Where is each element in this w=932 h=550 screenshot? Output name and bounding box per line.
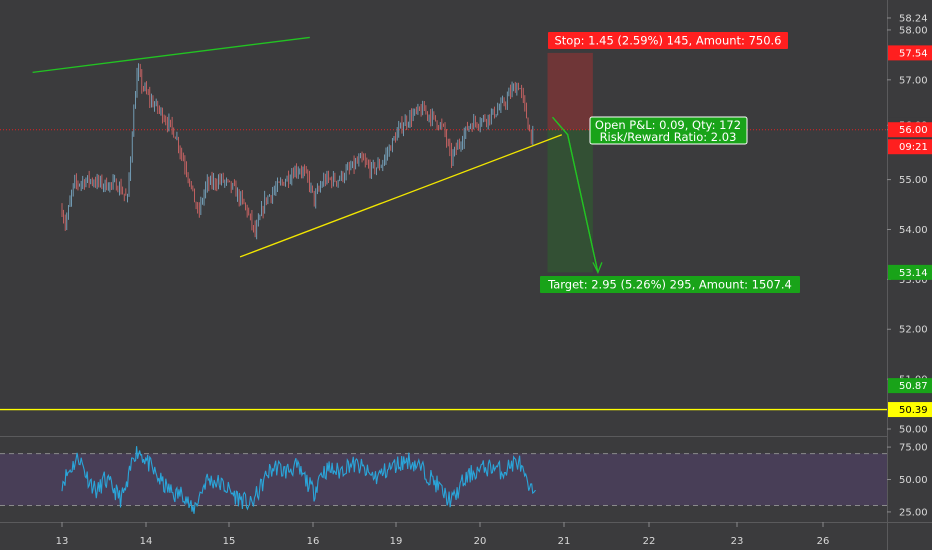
stop-annotation-box[interactable]: [548, 32, 788, 49]
price-badge: [888, 264, 932, 280]
rsi-indicator: [0, 446, 887, 514]
yellow-trendline[interactable]: [239, 134, 563, 258]
y-tick-label: 58.00: [899, 25, 928, 36]
candlestick-series: [61, 63, 534, 240]
open-pl-label: Open P&L: 0.09, Qty: 172: [595, 118, 741, 132]
y-tick-label: 50.00: [899, 425, 928, 436]
x-tick-label: 20: [474, 536, 487, 547]
y-tick-label: 58.24: [899, 13, 928, 24]
target-annotation-box[interactable]: [540, 276, 800, 293]
target-arrow-overlay: [552, 116, 599, 273]
x-tick-label: 19: [390, 536, 403, 547]
price-badge: [888, 139, 932, 155]
price-badge-label: 50.87: [899, 381, 928, 392]
price-badge: [888, 402, 932, 418]
target-zone[interactable]: [547, 129, 593, 273]
stop-zone[interactable]: [547, 52, 593, 130]
price-badge-label: 09:21: [899, 142, 928, 153]
x-tick-label: 14: [140, 536, 153, 547]
y-tick-label: 52.00: [899, 325, 928, 336]
x-tick-label: 16: [307, 536, 320, 547]
price-badge: [888, 45, 932, 61]
x-tick-label: 26: [817, 536, 830, 547]
rsi-tick-label: 50.00: [899, 475, 928, 486]
risk-reward-label: Risk/Reward Ratio: 2.03: [600, 130, 737, 144]
price-badge-label: 56.00: [899, 125, 928, 136]
price-badge-label: 50.39: [899, 405, 928, 416]
x-tick-label: 22: [643, 536, 656, 547]
rsi-tick-label: 25.00: [899, 507, 928, 518]
price-badge-label: 53.14: [899, 268, 928, 279]
y-tick-label: 57.00: [899, 75, 928, 86]
price-badge-label: 57.54: [899, 48, 928, 59]
green-trendline[interactable]: [32, 36, 310, 73]
x-tick-label: 23: [731, 536, 744, 547]
rsi-line: [61, 446, 536, 514]
x-tick-label: 21: [558, 536, 571, 547]
x-tick-label: 13: [56, 536, 69, 547]
target-annotation-label: Target: 2.95 (5.26%) 295, Amount: 1507.4: [547, 278, 792, 292]
y-tick-label: 53.00: [899, 275, 928, 286]
x-tick-label: 15: [223, 536, 236, 547]
y-tick-label: 55.00: [899, 175, 928, 186]
stop-annotation-label: Stop: 1.45 (2.59%) 145, Amount: 750.6: [554, 34, 781, 48]
y-tick-label: 54.00: [899, 225, 928, 236]
open-pl-box[interactable]: [589, 116, 748, 145]
price-badge: [888, 378, 932, 394]
rsi-tick-label: 75.00: [899, 443, 928, 454]
price-badge: [888, 122, 932, 138]
